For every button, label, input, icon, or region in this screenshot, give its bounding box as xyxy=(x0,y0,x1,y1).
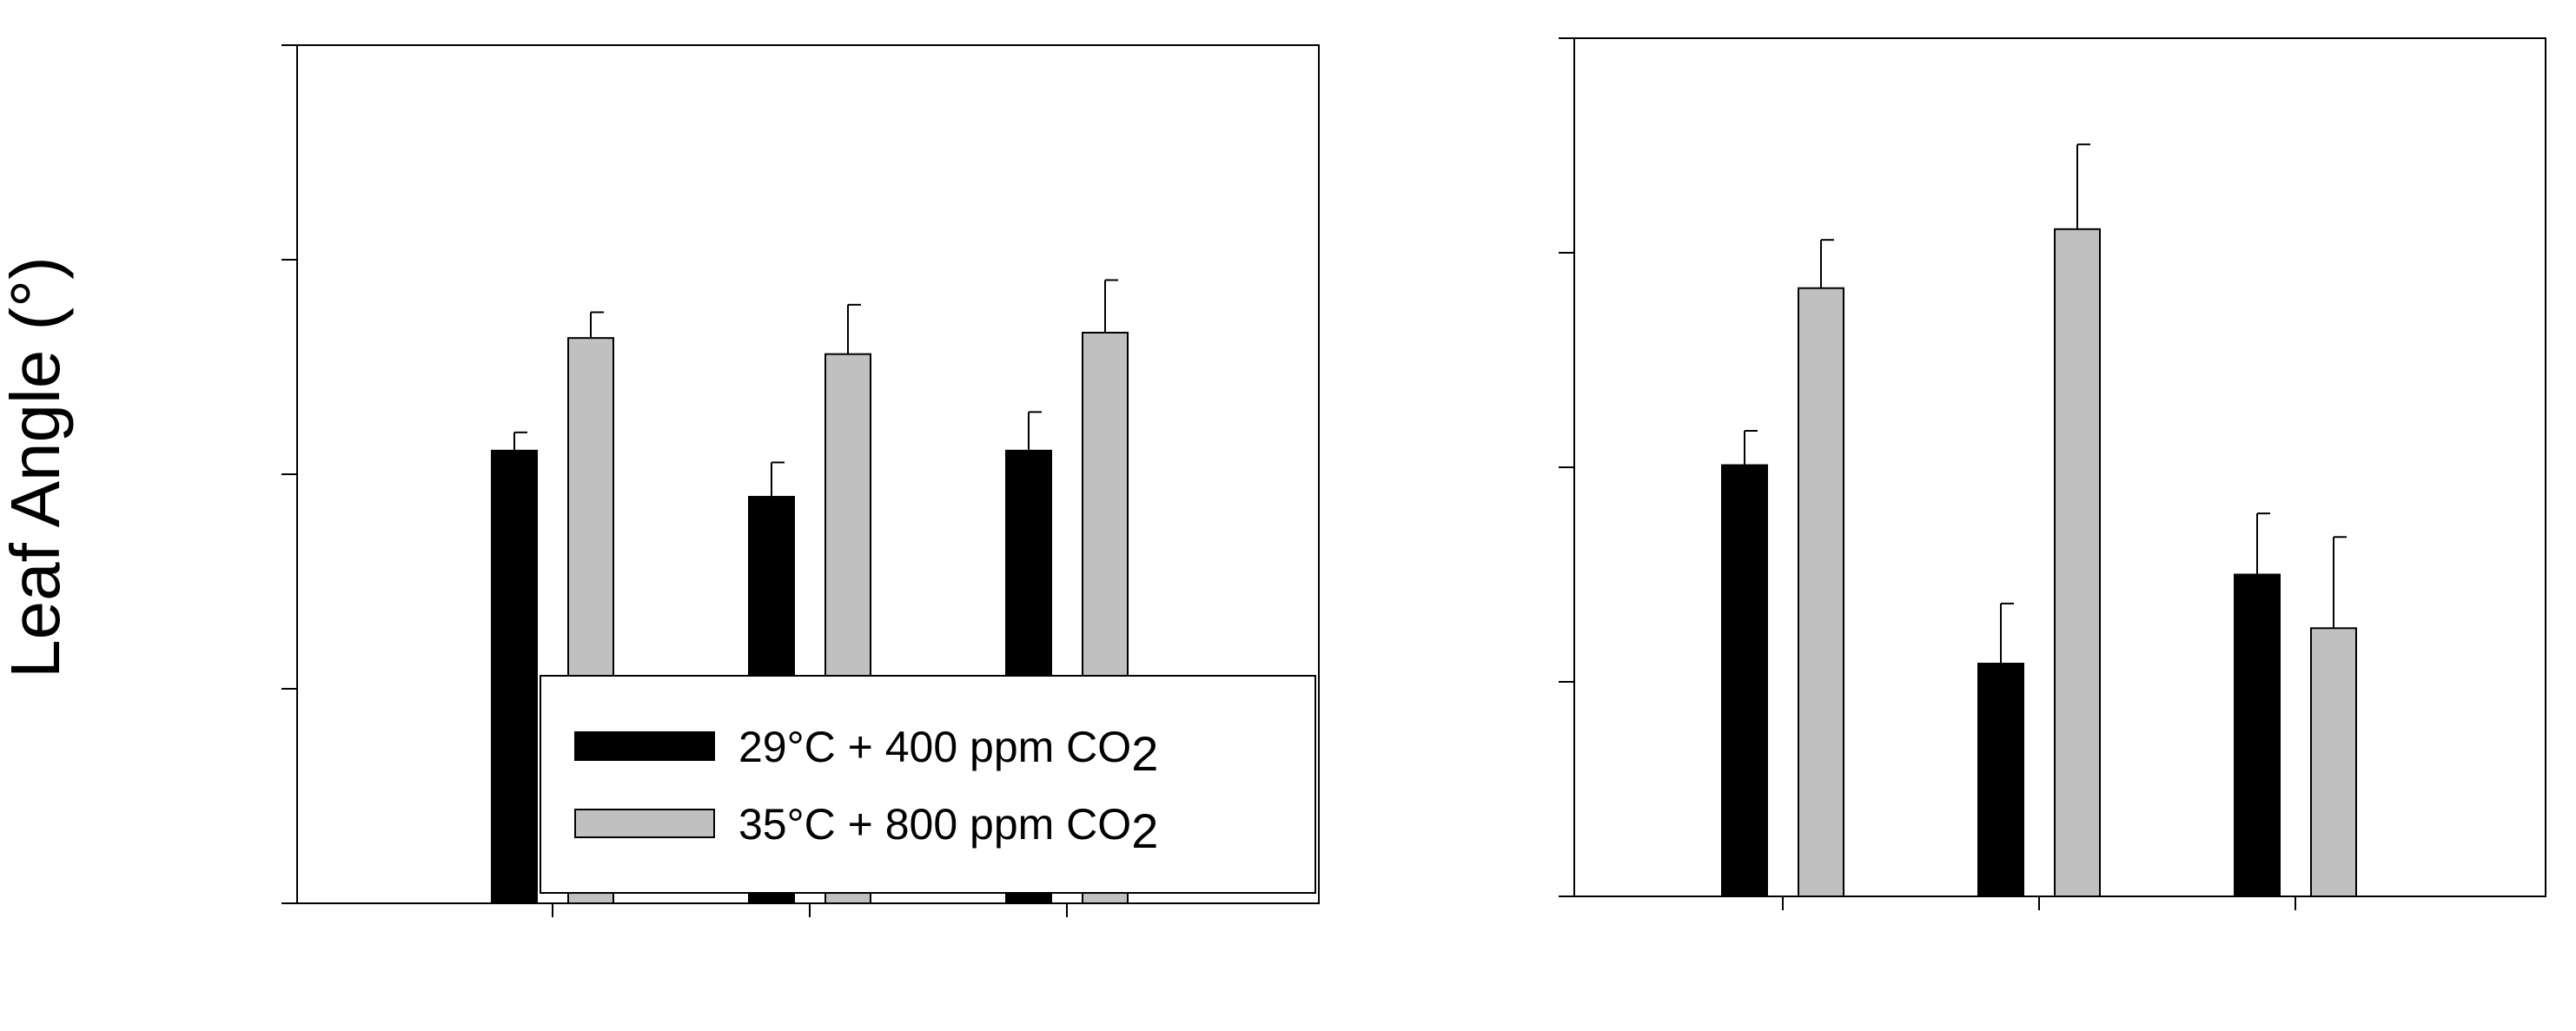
legend-label: 29°C + 400 ppm CO2 xyxy=(738,723,1158,781)
right-bar xyxy=(2234,573,2281,897)
left-plot-frame xyxy=(296,44,1320,904)
legend-label-subscript: 2 xyxy=(1131,803,1158,858)
legend-label: 35°C + 800 ppm CO2 xyxy=(738,800,1158,858)
legend-label-text: 29°C + 400 ppm CO xyxy=(738,723,1131,771)
legend-swatch xyxy=(574,731,715,761)
right-bar xyxy=(1977,663,2024,897)
legend-box xyxy=(540,675,1316,894)
legend-label-subscript: 2 xyxy=(1131,726,1158,781)
right-plot-frame xyxy=(1573,37,2546,897)
right-bar xyxy=(2310,627,2357,897)
legend-swatch xyxy=(574,809,715,838)
y-axis-label: Leaf Angle (°) xyxy=(0,256,74,678)
right-bar xyxy=(1721,464,1768,898)
left-bar xyxy=(491,449,538,904)
right-bar xyxy=(2054,228,2101,897)
right-bar xyxy=(1798,287,1844,897)
legend-label-text: 35°C + 800 ppm CO xyxy=(738,800,1131,849)
